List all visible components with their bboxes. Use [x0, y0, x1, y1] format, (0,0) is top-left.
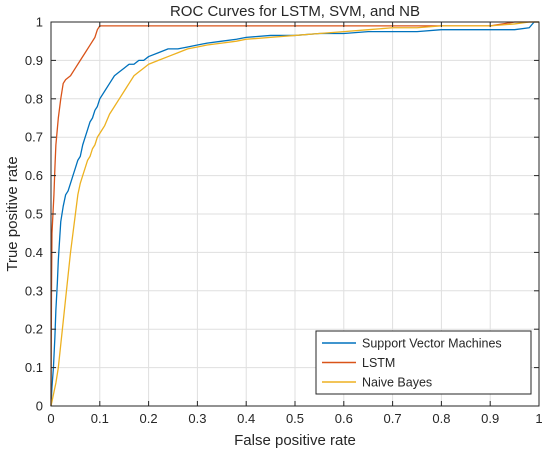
x-axis-title: False positive rate	[234, 432, 356, 449]
y-tick-label: 0.6	[25, 168, 43, 183]
y-tick-label: 0.4	[25, 245, 43, 260]
x-tick-label: 1	[535, 411, 542, 426]
x-tick-label: 0.1	[91, 411, 109, 426]
x-tick-label: 0	[47, 411, 54, 426]
legend-label-naive-bayes: Naive Bayes	[362, 376, 432, 390]
x-tick-label: 0.2	[140, 411, 158, 426]
x-tick-label: 0.7	[384, 411, 402, 426]
y-tick-label: 0.7	[25, 130, 43, 145]
chart-title: ROC Curves for LSTM, SVM, and NB	[170, 3, 420, 20]
y-axis-title: True positive rate	[4, 156, 21, 271]
x-tick-label: 0.3	[188, 411, 206, 426]
ticks: 0 0.1 0.2 0.3 0.4 0.5 0.6 0.7 0.8 0.9 1 0 0.1 0.2 0.3 0…	[25, 15, 543, 427]
y-tick-label: 0	[36, 399, 43, 414]
series-line-support-vector-machines	[50, 21, 539, 407]
series-line-naive-bayes	[50, 21, 539, 407]
legend: Support Vector Machines LSTM Naive Bayes	[315, 330, 532, 395]
y-tick-label: 0.1	[25, 360, 43, 375]
y-tick-label: 0.3	[25, 283, 43, 298]
x-tick-label: 0.4	[237, 411, 255, 426]
y-tick-label: 0.9	[25, 53, 43, 68]
y-tick-label: 0.2	[25, 322, 43, 337]
x-tick-label: 0.6	[335, 411, 353, 426]
y-tick-label: 0.8	[25, 91, 43, 106]
x-tick-label: 0.9	[481, 411, 499, 426]
legend-label-lstm: LSTM	[362, 356, 395, 370]
x-tick-label: 0.5	[286, 411, 304, 426]
series-layer	[50, 21, 539, 407]
y-tick-label: 1	[36, 15, 43, 30]
x-tick-label: 0.8	[432, 411, 450, 426]
y-tick-label: 0.5	[25, 207, 43, 222]
legend-label-support-vector-machines: Support Vector Machines	[362, 337, 502, 351]
series-line-lstm	[50, 21, 539, 407]
